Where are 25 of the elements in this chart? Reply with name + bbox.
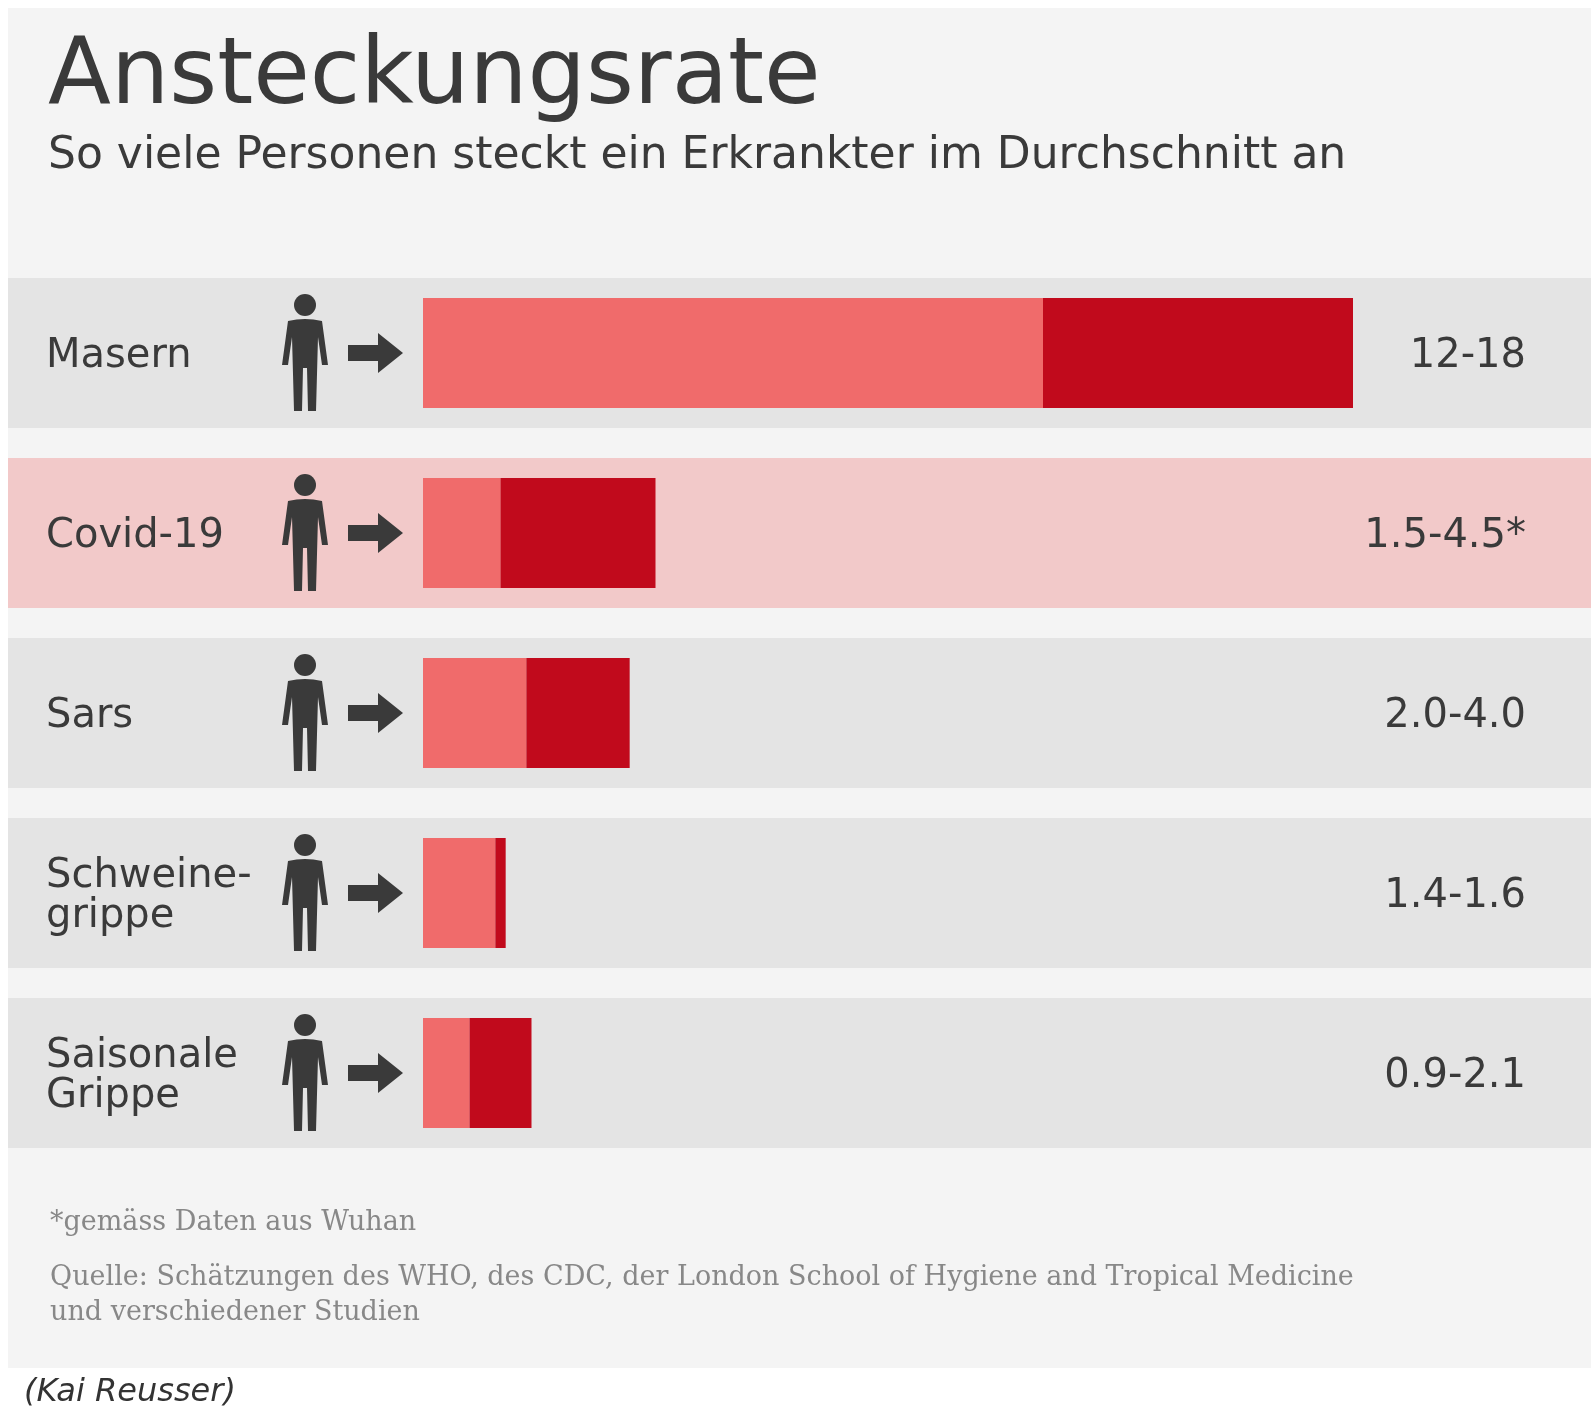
y-tick-label: Covid-19: [46, 510, 224, 556]
data-label: 12-18: [1409, 330, 1526, 376]
data-label: 1.5-4.5*: [1364, 510, 1526, 556]
bar: [495, 838, 506, 948]
bar: [526, 658, 630, 768]
bar: [423, 658, 527, 768]
chart-subtitle: So viele Personen steckt ein Erkrankter im Durchschnitt an: [48, 127, 1347, 178]
data-label: 0.9-2.1: [1384, 1050, 1526, 1096]
text: *gemäss Daten aus Wuhan: [50, 1205, 417, 1236]
bar: [423, 298, 1043, 408]
y-tick-label: Saisonale Grippe: [46, 1030, 238, 1116]
bar: [423, 838, 496, 948]
text: (Kai Reusser): [24, 1371, 236, 1409]
data-label: 1.4-1.6: [1384, 870, 1526, 916]
bar: [500, 478, 656, 588]
bar: [469, 1018, 532, 1128]
source-note: Quelle: Schätzungen des WHO, des CDC, der London School of Hygiene and Tropical Medicine und verschiedener Studien: [50, 1260, 1354, 1326]
y-tick-label: Sars: [46, 690, 134, 736]
y-tick-label: Schweine- grippe: [46, 850, 252, 936]
y-tick-label: Masern: [46, 330, 192, 376]
data-label: 2.0-4.0: [1384, 690, 1526, 736]
bar: [1043, 298, 1353, 408]
chart-title: Ansteckungsrate: [48, 18, 821, 125]
bar: [423, 1018, 470, 1128]
bar: [423, 478, 501, 588]
